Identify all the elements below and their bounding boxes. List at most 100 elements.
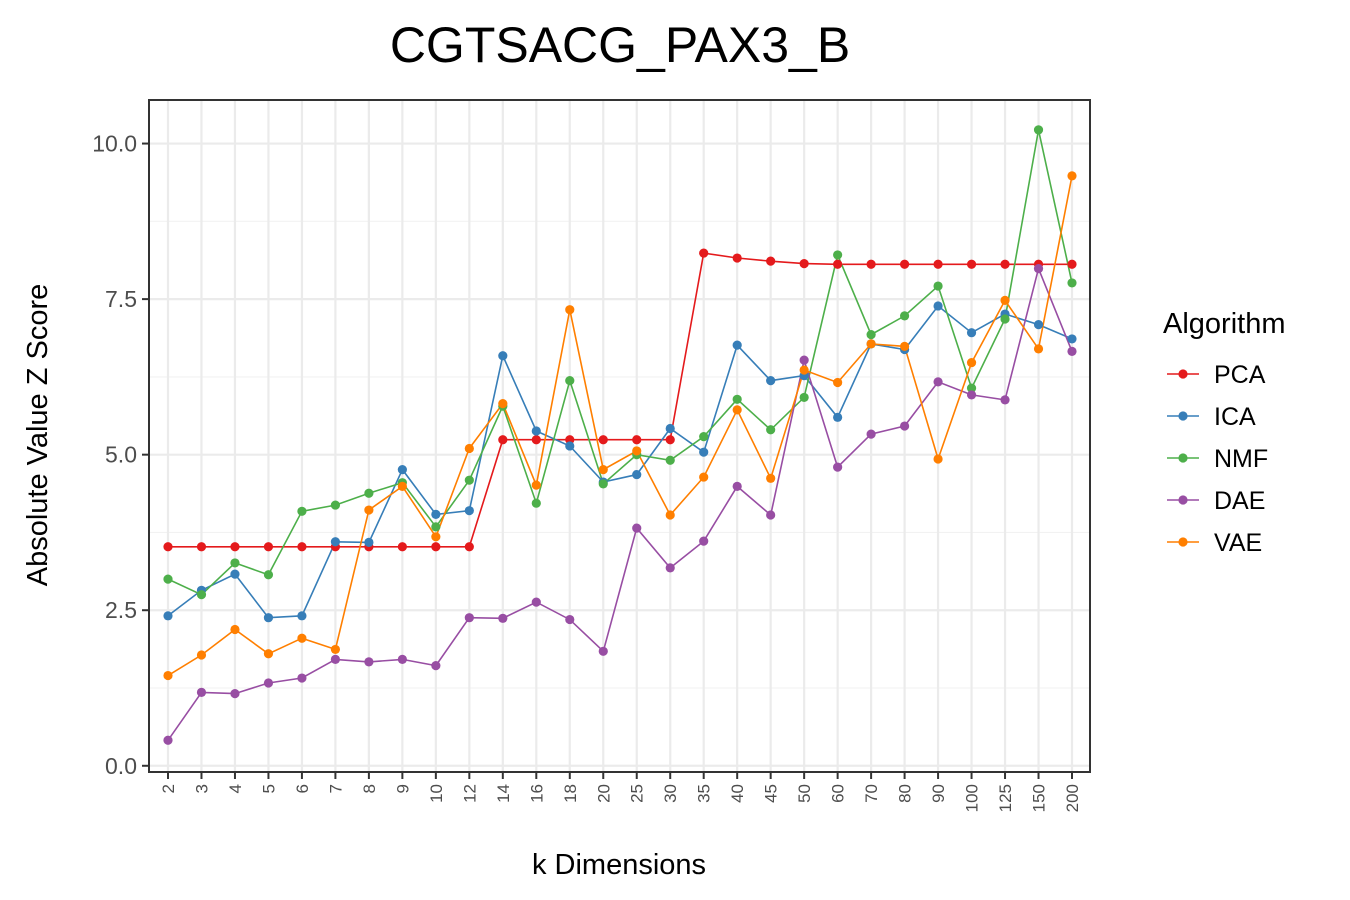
- data-point-vae: [966, 357, 977, 368]
- y-tick-label: 0.0: [105, 753, 137, 779]
- data-point-dae: [1000, 395, 1010, 405]
- data-point-vae: [1000, 295, 1010, 305]
- data-point-vae: [196, 650, 207, 660]
- data-point-pca: [163, 542, 173, 552]
- data-point-ica: [665, 423, 675, 434]
- data-point-vae: [565, 305, 575, 315]
- data-point-pca: [732, 253, 742, 263]
- x-axis: 2 3 4 5 6 7 8 9 10 12 14 16 18 20 25 30 35 40 45 50 60 70 80 90…: [159, 772, 1082, 812]
- data-point-nmf: [598, 479, 608, 489]
- x-tick-label: 5: [259, 784, 278, 793]
- data-point-ica: [297, 611, 307, 621]
- data-point-pca: [431, 542, 441, 552]
- data-point-nmf: [1000, 314, 1010, 324]
- data-point-nmf: [196, 590, 207, 600]
- data-point-nmf: [230, 558, 240, 568]
- data-point-dae: [665, 563, 675, 573]
- data-point-pca: [833, 259, 843, 269]
- legend-label-dae: DAE: [1214, 487, 1265, 515]
- data-point-pca: [766, 256, 776, 266]
- data-point-nmf: [866, 329, 876, 340]
- data-point-ica: [498, 351, 508, 361]
- x-tick-label: 200: [1063, 784, 1082, 812]
- data-point-nmf: [899, 311, 910, 321]
- data-point-dae: [699, 536, 709, 546]
- legend-label-vae: VAE: [1214, 529, 1262, 557]
- data-point-vae: [464, 443, 474, 454]
- x-tick-label: 8: [360, 784, 379, 793]
- data-point-ica: [263, 613, 274, 623]
- data-point-pca: [464, 542, 474, 552]
- plot-panel-border: [148, 99, 1091, 773]
- y-axis-title: Absolute Value Z Score: [22, 284, 54, 587]
- data-point-vae: [531, 480, 541, 490]
- data-point-vae: [665, 510, 675, 520]
- x-tick-label: 80: [896, 784, 915, 803]
- y-axis: 0.0 2.5 5.0 7.5 10.0: [92, 131, 149, 779]
- data-point-pca: [397, 542, 407, 552]
- data-point-vae: [364, 505, 374, 515]
- data-point-dae: [230, 689, 240, 699]
- data-point-nmf: [297, 506, 307, 516]
- data-point-nmf: [933, 281, 943, 291]
- data-point-pca: [866, 259, 876, 269]
- legend-label-nmf: NMF: [1214, 445, 1268, 473]
- data-point-vae: [766, 473, 776, 483]
- series-line-vae: [167, 175, 1073, 677]
- data-point-dae: [163, 735, 173, 745]
- data-point-pca: [230, 542, 240, 552]
- x-tick-label: 10: [427, 784, 446, 803]
- legend-label-ica: ICA: [1214, 403, 1256, 431]
- y-tick-label: 10.0: [92, 131, 137, 157]
- x-tick-label: 90: [929, 784, 948, 803]
- data-point-vae: [933, 454, 943, 464]
- data-point-ica: [397, 465, 407, 475]
- x-tick-label: 12: [460, 784, 479, 803]
- data-point-ica: [966, 328, 977, 338]
- legend-item-pca: PCA: [1167, 361, 1266, 389]
- data-point-ica: [1067, 334, 1077, 344]
- data-point-dae: [498, 613, 508, 623]
- data-point-pca: [498, 435, 508, 445]
- data-point-vae: [1067, 171, 1077, 181]
- data-point-pca: [263, 542, 274, 552]
- data-point-nmf: [833, 250, 843, 260]
- x-tick-label: 45: [762, 784, 781, 803]
- data-point-dae: [598, 646, 608, 656]
- data-point-ica: [330, 537, 341, 547]
- data-point-vae: [1033, 344, 1044, 354]
- series-line-dae: [167, 266, 1073, 741]
- series-line-pca: [168, 252, 1072, 548]
- data-point-ica: [464, 506, 474, 516]
- series-lines: [167, 129, 1073, 741]
- y-tick-label: 5.0: [105, 442, 137, 468]
- x-tick-label: 14: [494, 784, 513, 803]
- data-point-nmf: [431, 522, 441, 532]
- x-tick-label: 35: [695, 784, 714, 803]
- data-point-nmf: [1067, 278, 1077, 288]
- data-point-pca: [933, 259, 943, 269]
- data-point-vae: [397, 481, 407, 491]
- legend-item-nmf: NMF: [1167, 445, 1268, 473]
- series-line-nmf: [167, 129, 1073, 596]
- data-point-ica: [766, 376, 776, 386]
- data-point-nmf: [665, 455, 675, 465]
- data-point-dae: [899, 421, 910, 431]
- x-axis-title: k Dimensions: [532, 849, 706, 881]
- data-point-ica: [431, 509, 441, 519]
- legend-items: PCA ICA NMF DAE VAE: [1167, 361, 1268, 557]
- legend: Algorithm PCA ICA NMF DAE VAE: [1163, 308, 1286, 557]
- x-tick-label: 16: [527, 784, 546, 803]
- data-point-pca: [632, 435, 642, 445]
- x-tick-label: 20: [594, 784, 613, 803]
- data-point-nmf: [799, 392, 809, 403]
- data-point-ica: [230, 569, 240, 579]
- data-point-dae: [364, 657, 374, 667]
- legend-item-ica: ICA: [1167, 403, 1256, 431]
- data-point-vae: [732, 405, 742, 415]
- x-tick-label: 4: [226, 784, 245, 793]
- legend-marker-nmf: [1178, 453, 1188, 463]
- data-point-ica: [632, 469, 642, 480]
- data-point-ica: [163, 611, 173, 621]
- data-point-dae: [799, 355, 809, 365]
